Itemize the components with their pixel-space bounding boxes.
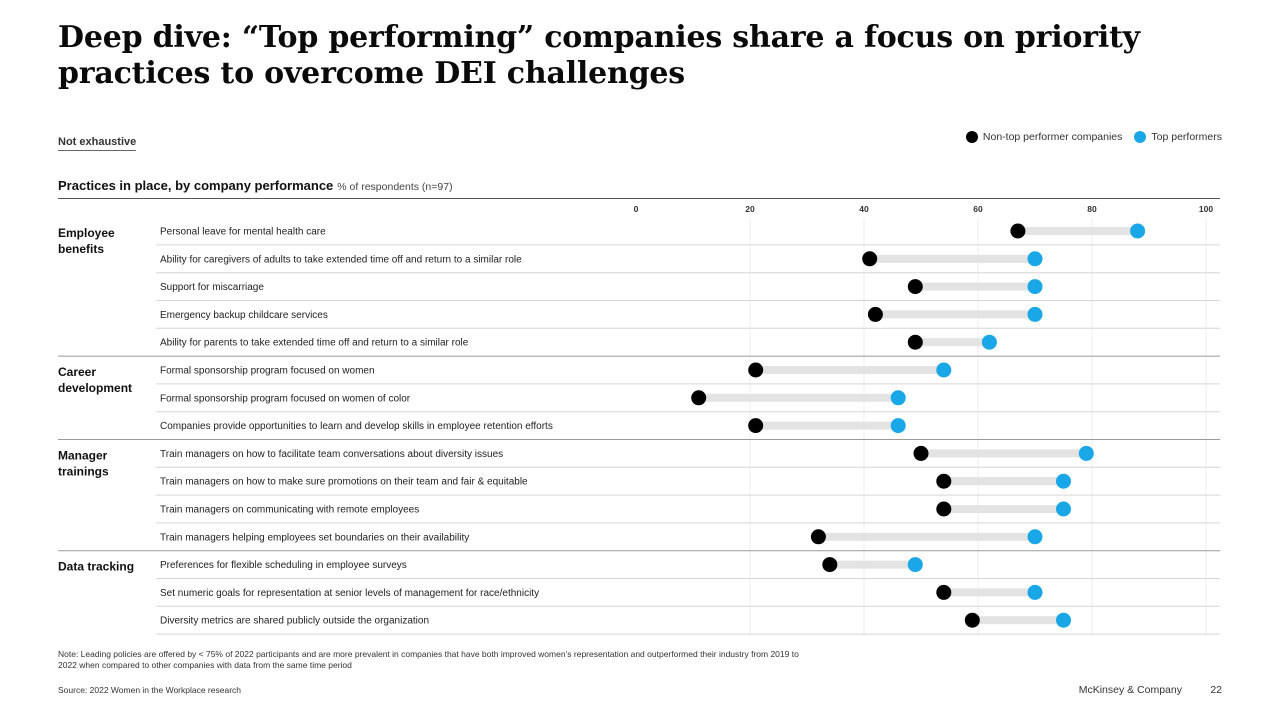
x-tick-label: 0 xyxy=(634,204,639,214)
top-performer-point xyxy=(1027,584,1043,600)
row-label: Formal sponsorship program focused on wo… xyxy=(160,366,375,377)
group-label: Manager xyxy=(58,449,108,463)
x-tick-label: 40 xyxy=(859,204,869,214)
footnote: Note: Leading policies are offered by < … xyxy=(58,649,799,670)
dumbbell-connector xyxy=(943,588,1035,597)
non-top-performer-point xyxy=(862,251,878,267)
non-top-performer-point xyxy=(907,334,923,350)
header-rule xyxy=(58,198,1220,199)
source-note: Source: 2022 Women in the Workplace rese… xyxy=(58,685,242,695)
legend-dot-non-top xyxy=(965,131,978,143)
group-label: trainings xyxy=(58,465,109,479)
legend-dot-top xyxy=(1134,131,1147,143)
non-top-performer-point xyxy=(867,306,883,322)
x-tick-label: 80 xyxy=(1087,204,1097,214)
row-label: Ability for caregivers of adults to take… xyxy=(160,254,522,265)
row-label: Ability for parents to take extended tim… xyxy=(160,338,469,349)
dumbbell-connector xyxy=(921,449,1087,458)
legend-item-top: Top performers xyxy=(1134,131,1222,143)
top-performer-point xyxy=(1056,612,1071,628)
non-top-performer-point xyxy=(810,529,826,545)
dumbbell-connector xyxy=(915,282,1035,291)
top-performer-point xyxy=(1078,445,1094,461)
top-performer-point xyxy=(1056,473,1071,489)
non-top-performer-point xyxy=(913,445,929,461)
row-label: Train managers on how to facilitate team… xyxy=(160,449,503,460)
row-label: Diversity metrics are shared publicly ou… xyxy=(160,616,429,627)
non-top-performer-point xyxy=(748,418,764,434)
dumbbell-connector xyxy=(915,338,990,347)
dumbbell-connector xyxy=(755,366,944,374)
legend-item-non-top: Non-top performer companies xyxy=(965,131,1123,143)
group-label: Data tracking xyxy=(58,560,134,574)
row-label: Train managers helping employees set bou… xyxy=(160,532,469,543)
top-performer-point xyxy=(1027,251,1043,267)
dumbbell-connector xyxy=(829,560,916,569)
dumbbell-connector xyxy=(755,421,899,430)
row-label: Support for miscarriage xyxy=(160,282,264,293)
dumbbell-connector xyxy=(818,532,1035,541)
row-label: Personal leave for mental health care xyxy=(160,227,326,238)
top-performer-point xyxy=(1027,306,1043,322)
non-top-performer-point xyxy=(936,473,952,489)
non-top-performer-point xyxy=(936,501,952,517)
non-top-performer-point xyxy=(936,584,952,600)
group-label: development xyxy=(58,381,132,395)
top-performer-point xyxy=(1056,501,1071,517)
dumbbell-connector xyxy=(869,254,1035,263)
row-label: Preferences for flexible scheduling in e… xyxy=(160,560,407,571)
row-label: Train managers on communicating with rem… xyxy=(160,505,419,516)
non-top-performer-point xyxy=(1010,223,1026,239)
row-label: Companies provide opportunities to learn… xyxy=(160,421,553,432)
dumbbell-connector xyxy=(698,393,899,402)
not-exhaustive-label: Not exhaustive xyxy=(58,136,137,151)
top-performer-point xyxy=(907,557,923,573)
chart-subtitle: Practices in place, by company performan… xyxy=(58,178,453,193)
row-label: Emergency backup childcare services xyxy=(160,310,328,321)
legend-label-top: Top performers xyxy=(1151,131,1222,143)
x-tick-label: 60 xyxy=(973,204,983,214)
legend-label-non-top: Non-top performer companies xyxy=(982,131,1123,143)
non-top-performer-point xyxy=(691,390,707,406)
non-top-performer-point xyxy=(907,279,923,295)
non-top-performer-point xyxy=(822,557,838,573)
group-label: Career xyxy=(58,365,96,379)
brand-name: McKinsey & Company xyxy=(1078,684,1182,696)
top-performer-point xyxy=(1027,529,1043,545)
group-label: benefits xyxy=(58,242,104,256)
top-performer-point xyxy=(890,390,906,406)
top-performer-point xyxy=(936,362,952,378)
dumbbell-connector xyxy=(943,477,1064,486)
chart-subtitle-unit: % of respondents (n=97) xyxy=(337,181,453,193)
top-performer-point xyxy=(1027,279,1043,295)
non-top-performer-point xyxy=(748,362,764,378)
page-number: 22 xyxy=(1210,684,1222,696)
chart-subtitle-text: Practices in place, by company performan… xyxy=(58,178,334,193)
top-performer-point xyxy=(890,418,906,434)
top-performer-point xyxy=(981,334,997,350)
top-performer-point xyxy=(1130,223,1146,239)
row-label: Formal sponsorship program focused on wo… xyxy=(160,393,411,404)
row-label: Train managers on how to make sure promo… xyxy=(160,477,528,488)
non-top-performer-point xyxy=(964,612,980,628)
dumbbell-connector xyxy=(972,616,1064,625)
dumbbell-connector xyxy=(875,310,1035,319)
x-tick-label: 20 xyxy=(745,204,755,214)
row-label: Set numeric goals for representation at … xyxy=(160,588,539,599)
x-tick-label: 100 xyxy=(1199,204,1213,214)
dumbbell-connector xyxy=(1017,227,1138,235)
chart-legend: Non-top performer companies Top performe… xyxy=(954,131,1222,143)
dumbbell-connector xyxy=(943,505,1064,513)
group-label: Employee xyxy=(58,226,115,240)
page-title: Deep dive: “Top performing” companies sh… xyxy=(58,20,1140,91)
